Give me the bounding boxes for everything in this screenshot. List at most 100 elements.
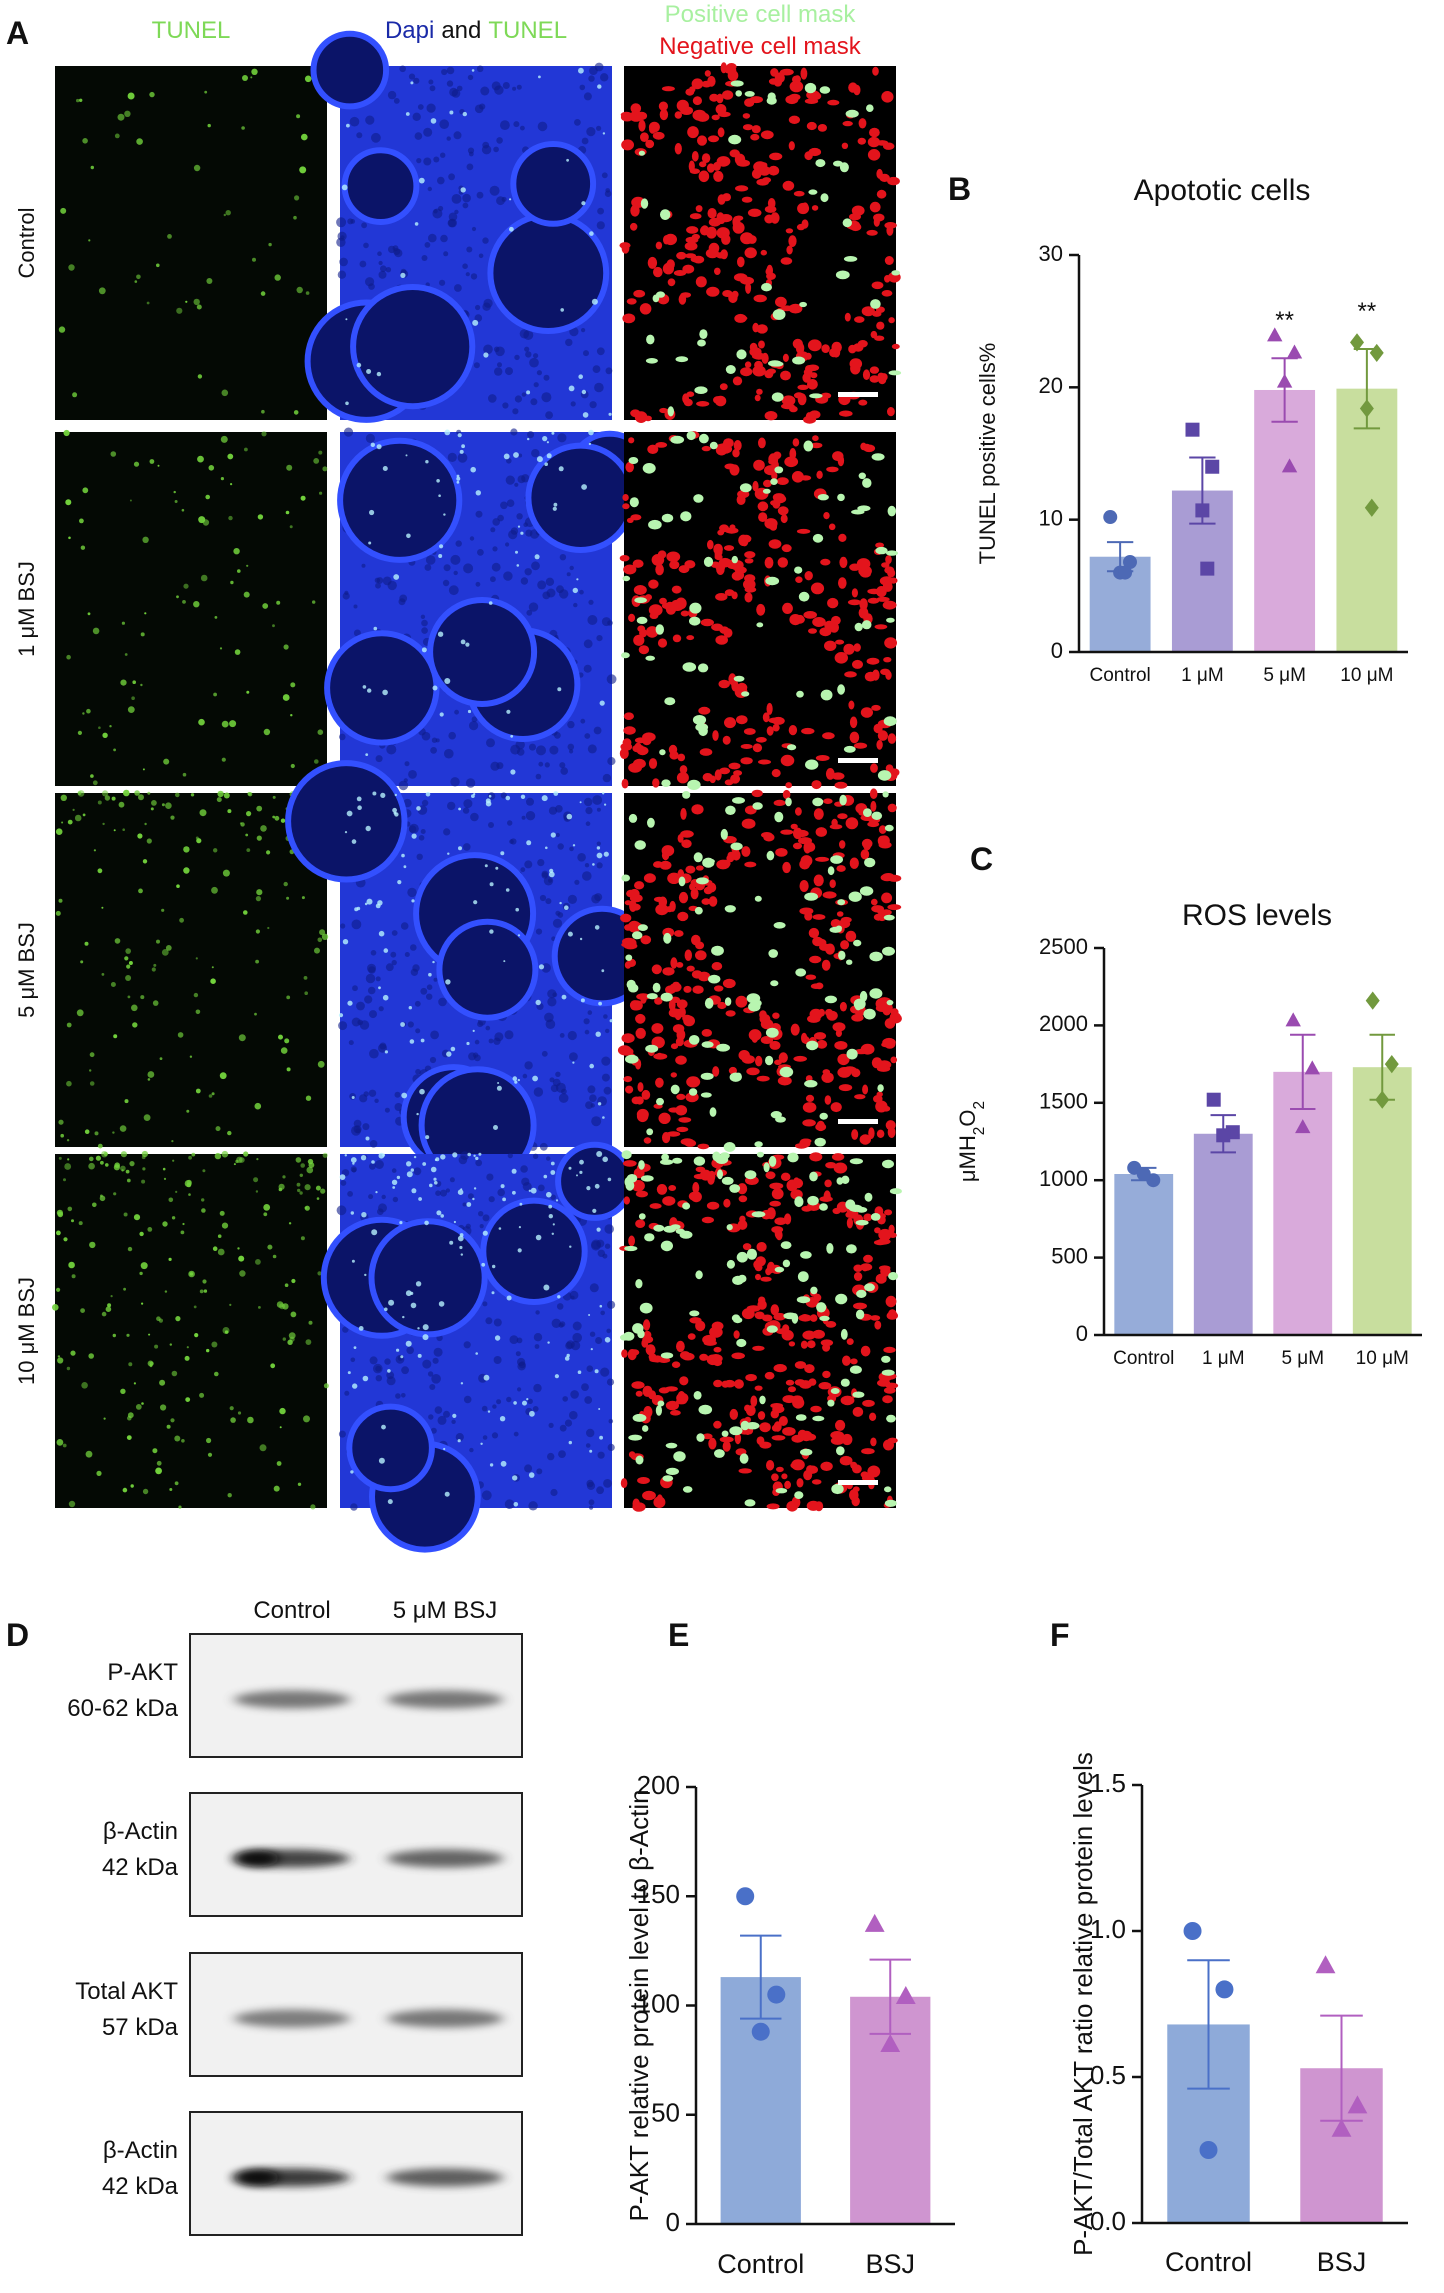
- negative-cell: [626, 517, 634, 523]
- nucleus-gap: [583, 350, 589, 357]
- positive-cell: [714, 1449, 725, 1458]
- tunel-dot: [107, 1303, 112, 1308]
- negative-cell: [756, 324, 768, 334]
- tunel-dot: [437, 631, 444, 637]
- positive-cell: [682, 791, 691, 799]
- nucleus-gap: [439, 119, 449, 129]
- nucleus-gap: [476, 191, 484, 199]
- positive-cell: [754, 1141, 763, 1148]
- nucleus-gap: [497, 362, 502, 368]
- nucleus-gap: [588, 1499, 595, 1506]
- tunel-dot: [195, 1009, 201, 1015]
- nucleus-gap: [369, 1010, 377, 1019]
- nucleus-gap: [480, 86, 490, 96]
- tunel-dot: [134, 790, 140, 796]
- nucleus-gap: [581, 1383, 589, 1391]
- tunel-dot: [96, 1470, 102, 1476]
- tunel-dot: [131, 696, 135, 700]
- tunel-dot: [279, 1303, 286, 1310]
- tunel-dot: [147, 1227, 153, 1232]
- tunel-dot: [122, 828, 125, 831]
- positive-cell: [861, 620, 872, 630]
- negative-cell: [713, 1420, 722, 1429]
- nucleus-gap: [524, 1464, 533, 1473]
- nucleus-gap: [585, 1443, 591, 1448]
- negative-cell: [633, 289, 646, 298]
- y-axis-label: P-AKT/Total AKT ratio relative protein l…: [1068, 1752, 1098, 2256]
- nucleus-gap: [545, 411, 553, 419]
- nucleus-gap: [417, 104, 424, 110]
- nucleus-gap: [488, 822, 494, 828]
- tunel-dot: [456, 476, 461, 481]
- tunel-dot: [229, 1303, 232, 1306]
- tunel-dot: [58, 326, 66, 333]
- negative-cell: [832, 1022, 846, 1032]
- blot-band: [234, 2009, 350, 2028]
- negative-cell: [645, 139, 655, 149]
- tunel-dot: [559, 901, 562, 905]
- negative-cell: [816, 1039, 828, 1049]
- negative-cell: [777, 506, 789, 516]
- nucleus-gap: [567, 894, 577, 904]
- nucleus-gap: [541, 1050, 548, 1057]
- negative-cell: [752, 365, 766, 377]
- negative-cell: [839, 410, 853, 417]
- nucleus-gap: [518, 453, 523, 458]
- nucleus-gap: [545, 1019, 556, 1029]
- nucleus-gap: [421, 255, 428, 261]
- negative-cell: [769, 152, 783, 161]
- data-point: [1281, 458, 1298, 473]
- negative-cell: [810, 582, 825, 595]
- negative-cell: [851, 1014, 864, 1022]
- tunel-dot: [387, 1369, 391, 1373]
- tunel-dot: [517, 1078, 520, 1082]
- tunel-dot: [89, 1052, 95, 1058]
- positive-cell: [773, 922, 786, 929]
- positive-cell: [662, 1475, 674, 1482]
- negative-cell: [655, 241, 663, 250]
- negative-cell: [867, 588, 881, 595]
- tunel-dot: [263, 1212, 268, 1217]
- positive-cell: [891, 270, 900, 276]
- negative-cell: [706, 286, 720, 297]
- nucleus-gap: [485, 1317, 493, 1325]
- tunel-dot: [290, 682, 296, 688]
- nucleus-gap: [596, 635, 603, 642]
- tunel-dot: [234, 649, 241, 655]
- negative-cell: [756, 1242, 767, 1252]
- nucleus-gap: [378, 1006, 384, 1012]
- nucleus-gap: [607, 620, 613, 626]
- tunel-dot: [388, 1299, 395, 1306]
- nucleus-gap: [557, 912, 564, 918]
- nucleus-gap: [347, 218, 354, 225]
- negative-cell: [701, 1216, 714, 1224]
- negative-cell: [857, 137, 866, 145]
- negative-cell: [709, 1326, 723, 1338]
- negative-cell: [760, 1276, 772, 1282]
- nucleus-gap: [512, 408, 519, 415]
- negative-cell: [695, 865, 704, 871]
- negative-cell: [626, 298, 637, 305]
- nucleus-gap: [348, 1040, 354, 1046]
- nucleus-gap: [585, 821, 591, 826]
- negative-cell: [823, 512, 830, 520]
- tunel-dot: [460, 1253, 463, 1256]
- negative-cell: [689, 168, 700, 174]
- tunel-dot: [173, 490, 176, 494]
- positive-cell: [805, 759, 819, 770]
- negative-cell: [795, 1143, 808, 1149]
- negative-cell: [873, 913, 883, 921]
- tunel-dot: [180, 1230, 185, 1235]
- tunel-dot: [221, 1222, 229, 1229]
- tunel-dot: [58, 898, 63, 903]
- tunel-dot: [63, 429, 70, 437]
- nucleus-gap: [391, 959, 397, 966]
- tunel-dot: [382, 466, 388, 471]
- negative-cell: [882, 1395, 893, 1404]
- tunel-dot: [205, 494, 210, 500]
- nucleus-gap: [538, 761, 544, 767]
- negative-cell: [812, 435, 819, 442]
- nucleus-gap: [604, 190, 612, 197]
- tunel-dot: [102, 790, 109, 797]
- positive-cell: [881, 1355, 891, 1363]
